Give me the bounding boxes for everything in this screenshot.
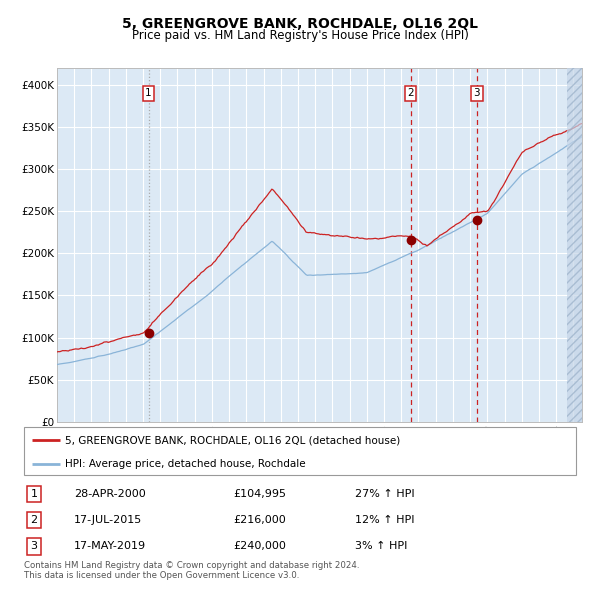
Text: 3: 3 xyxy=(473,88,480,98)
Text: 2: 2 xyxy=(31,515,37,525)
Text: 1: 1 xyxy=(31,489,37,499)
Text: HPI: Average price, detached house, Rochdale: HPI: Average price, detached house, Roch… xyxy=(65,459,306,469)
Text: 28-APR-2000: 28-APR-2000 xyxy=(74,489,145,499)
Text: Contains HM Land Registry data © Crown copyright and database right 2024.
This d: Contains HM Land Registry data © Crown c… xyxy=(24,560,359,580)
Text: 17-JUL-2015: 17-JUL-2015 xyxy=(74,515,142,525)
Text: 2: 2 xyxy=(407,88,414,98)
Text: £216,000: £216,000 xyxy=(234,515,287,525)
Text: 17-MAY-2019: 17-MAY-2019 xyxy=(74,542,146,552)
Text: 12% ↑ HPI: 12% ↑ HPI xyxy=(355,515,415,525)
Text: Price paid vs. HM Land Registry's House Price Index (HPI): Price paid vs. HM Land Registry's House … xyxy=(131,30,469,42)
Bar xyxy=(566,68,582,422)
Text: £240,000: £240,000 xyxy=(234,542,287,552)
Text: 3% ↑ HPI: 3% ↑ HPI xyxy=(355,542,407,552)
Text: 1: 1 xyxy=(145,88,152,98)
Text: 3: 3 xyxy=(31,542,37,552)
Text: 27% ↑ HPI: 27% ↑ HPI xyxy=(355,489,415,499)
Text: 5, GREENGROVE BANK, ROCHDALE, OL16 2QL (detached house): 5, GREENGROVE BANK, ROCHDALE, OL16 2QL (… xyxy=(65,435,401,445)
FancyBboxPatch shape xyxy=(24,427,576,475)
Text: 5, GREENGROVE BANK, ROCHDALE, OL16 2QL: 5, GREENGROVE BANK, ROCHDALE, OL16 2QL xyxy=(122,17,478,31)
Text: £104,995: £104,995 xyxy=(234,489,287,499)
